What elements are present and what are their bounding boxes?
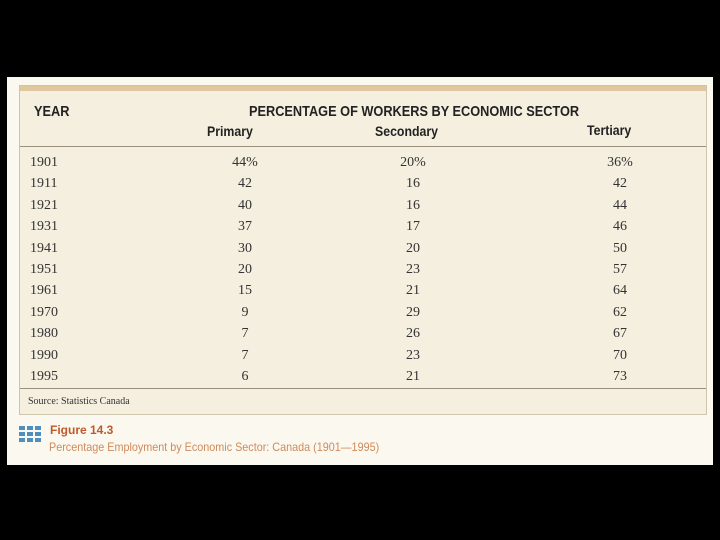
year-cell: 1990 [30, 347, 58, 363]
year-cell: 1951 [30, 261, 58, 277]
year-cell: 1941 [30, 240, 58, 256]
tertiary-cell: 64 [613, 283, 627, 299]
footer-divider [20, 388, 706, 389]
year-cell: 1995 [30, 368, 58, 384]
primary-column-header: Primary [207, 123, 253, 139]
tertiary-cell: 73 [613, 368, 627, 384]
tertiary-cell: 42 [613, 176, 627, 192]
primary-cell: 20 [238, 261, 252, 277]
figure-caption: Percentage Employment by Economic Sector… [49, 440, 380, 454]
year-cell: 1931 [30, 219, 58, 235]
figure-label: Figure 14.3 [50, 423, 114, 437]
table-row: 1911 42 16 42 [20, 175, 706, 196]
secondary-cell: 16 [406, 197, 420, 213]
secondary-cell: 16 [406, 176, 420, 192]
year-cell: 1921 [30, 197, 58, 213]
secondary-cell: 17 [406, 219, 420, 235]
secondary-cell: 20% [400, 155, 426, 170]
tertiary-cell: 44 [613, 197, 627, 213]
data-table: YEAR PERCENTAGE OF WORKERS BY ECONOMIC S… [19, 85, 707, 415]
tertiary-cell: 36% [607, 155, 633, 170]
primary-cell: 6 [241, 368, 249, 384]
table-body: 1901 44% 20% 36% 1911 42 16 42 1921 40 1… [20, 154, 706, 389]
table-row: 1921 40 16 44 [20, 197, 706, 218]
table-row: 1970 9 29 62 [20, 304, 706, 325]
table-row: 1990 7 23 70 [20, 347, 706, 368]
tertiary-cell: 57 [613, 261, 627, 277]
tertiary-cell: 50 [613, 240, 627, 256]
primary-cell: 44% [232, 155, 258, 170]
scanned-page: YEAR PERCENTAGE OF WORKERS BY ECONOMIC S… [7, 77, 713, 465]
secondary-cell: 21 [406, 283, 420, 299]
table-row: 1951 20 23 57 [20, 261, 706, 282]
figure-grid-icon [19, 426, 41, 442]
secondary-cell: 26 [406, 326, 420, 342]
primary-cell: 7 [241, 347, 249, 363]
year-column-header: YEAR [34, 103, 70, 120]
header-divider [20, 146, 706, 147]
primary-cell: 42 [238, 176, 252, 192]
secondary-cell: 29 [406, 304, 420, 320]
primary-cell: 15 [238, 283, 252, 299]
tertiary-cell: 46 [613, 219, 627, 235]
table-row: 1980 7 26 67 [20, 325, 706, 346]
tertiary-column-header: Tertiary [587, 122, 632, 138]
table-row: 1901 44% 20% 36% [20, 154, 706, 175]
primary-cell: 40 [238, 197, 252, 213]
year-cell: 1970 [30, 304, 58, 320]
year-cell: 1911 [30, 176, 58, 192]
primary-cell: 9 [241, 304, 249, 320]
year-cell: 1980 [30, 326, 58, 342]
source-note: Source: Statistics Canada [28, 396, 130, 407]
table-row: 1995 6 21 73 [20, 368, 706, 389]
secondary-cell: 21 [406, 368, 420, 384]
secondary-cell: 23 [406, 347, 420, 363]
tertiary-cell: 70 [613, 347, 627, 363]
primary-cell: 7 [241, 326, 249, 342]
table-row: 1941 30 20 50 [20, 240, 706, 261]
top-rule [20, 86, 706, 91]
tertiary-cell: 62 [613, 304, 627, 320]
primary-cell: 30 [238, 240, 252, 256]
year-cell: 1961 [30, 283, 58, 299]
secondary-cell: 20 [406, 240, 420, 256]
secondary-column-header: Secondary [375, 123, 439, 139]
table-row: 1961 15 21 64 [20, 282, 706, 303]
year-cell: 1901 [30, 155, 58, 170]
tertiary-cell: 67 [613, 326, 627, 342]
secondary-cell: 23 [406, 261, 420, 277]
table-row: 1931 37 17 46 [20, 218, 706, 239]
table-title: PERCENTAGE OF WORKERS BY ECONOMIC SECTOR [249, 103, 580, 120]
primary-cell: 37 [238, 219, 252, 235]
